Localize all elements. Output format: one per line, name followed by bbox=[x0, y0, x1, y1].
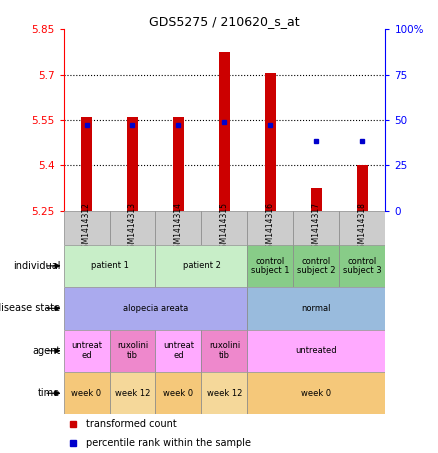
Text: GSM1414318: GSM1414318 bbox=[358, 202, 367, 253]
Bar bbox=[293, 211, 339, 245]
Text: normal: normal bbox=[302, 304, 331, 313]
Bar bbox=[155, 211, 201, 245]
Text: week 0: week 0 bbox=[301, 389, 332, 398]
Text: disease state: disease state bbox=[0, 304, 60, 313]
Text: week 12: week 12 bbox=[207, 389, 242, 398]
Bar bbox=[155, 330, 201, 372]
Bar bbox=[247, 211, 293, 245]
Bar bbox=[357, 165, 368, 211]
Text: control
subject 2: control subject 2 bbox=[297, 256, 336, 275]
Bar bbox=[64, 211, 110, 245]
Text: ruxolini
tib: ruxolini tib bbox=[117, 342, 148, 360]
Text: GSM1414317: GSM1414317 bbox=[312, 202, 321, 253]
Bar bbox=[173, 117, 184, 211]
Text: control
subject 3: control subject 3 bbox=[343, 256, 382, 275]
Bar bbox=[311, 188, 322, 211]
Bar bbox=[155, 372, 201, 414]
Title: GDS5275 / 210620_s_at: GDS5275 / 210620_s_at bbox=[149, 15, 300, 28]
Bar bbox=[339, 211, 385, 245]
Text: week 0: week 0 bbox=[71, 389, 102, 398]
Text: GSM1414314: GSM1414314 bbox=[174, 202, 183, 253]
Text: percentile rank within the sample: percentile rank within the sample bbox=[86, 439, 251, 448]
Bar bbox=[339, 245, 385, 287]
Text: transformed count: transformed count bbox=[86, 419, 177, 429]
Bar bbox=[201, 211, 247, 245]
Text: week 0: week 0 bbox=[163, 389, 194, 398]
Text: untreat
ed: untreat ed bbox=[163, 342, 194, 360]
Bar bbox=[110, 330, 155, 372]
Bar bbox=[64, 287, 247, 330]
Bar bbox=[201, 330, 247, 372]
Text: control
subject 1: control subject 1 bbox=[251, 256, 290, 275]
Bar bbox=[219, 52, 230, 211]
Bar bbox=[155, 245, 247, 287]
Text: GSM1414316: GSM1414316 bbox=[266, 202, 275, 253]
Text: untreated: untreated bbox=[296, 346, 337, 355]
Text: patient 1: patient 1 bbox=[91, 261, 128, 270]
Bar bbox=[64, 330, 110, 372]
Bar bbox=[110, 211, 155, 245]
Text: GSM1414315: GSM1414315 bbox=[220, 202, 229, 253]
Bar bbox=[265, 73, 276, 211]
Text: week 12: week 12 bbox=[115, 389, 150, 398]
Bar bbox=[293, 245, 339, 287]
Text: untreat
ed: untreat ed bbox=[71, 342, 102, 360]
Text: alopecia areata: alopecia areata bbox=[123, 304, 188, 313]
Bar bbox=[127, 117, 138, 211]
Bar bbox=[64, 372, 110, 414]
Text: patient 2: patient 2 bbox=[183, 261, 220, 270]
Text: time: time bbox=[38, 388, 60, 398]
Bar bbox=[247, 330, 385, 372]
Bar bbox=[247, 372, 385, 414]
Text: individual: individual bbox=[13, 261, 60, 271]
Text: GSM1414312: GSM1414312 bbox=[82, 202, 91, 253]
Bar bbox=[201, 372, 247, 414]
Bar bbox=[247, 245, 293, 287]
Text: GSM1414313: GSM1414313 bbox=[128, 202, 137, 253]
Bar bbox=[81, 117, 92, 211]
Bar bbox=[110, 372, 155, 414]
Bar bbox=[247, 287, 385, 330]
Bar bbox=[64, 245, 155, 287]
Text: ruxolini
tib: ruxolini tib bbox=[209, 342, 240, 360]
Text: agent: agent bbox=[32, 346, 60, 356]
